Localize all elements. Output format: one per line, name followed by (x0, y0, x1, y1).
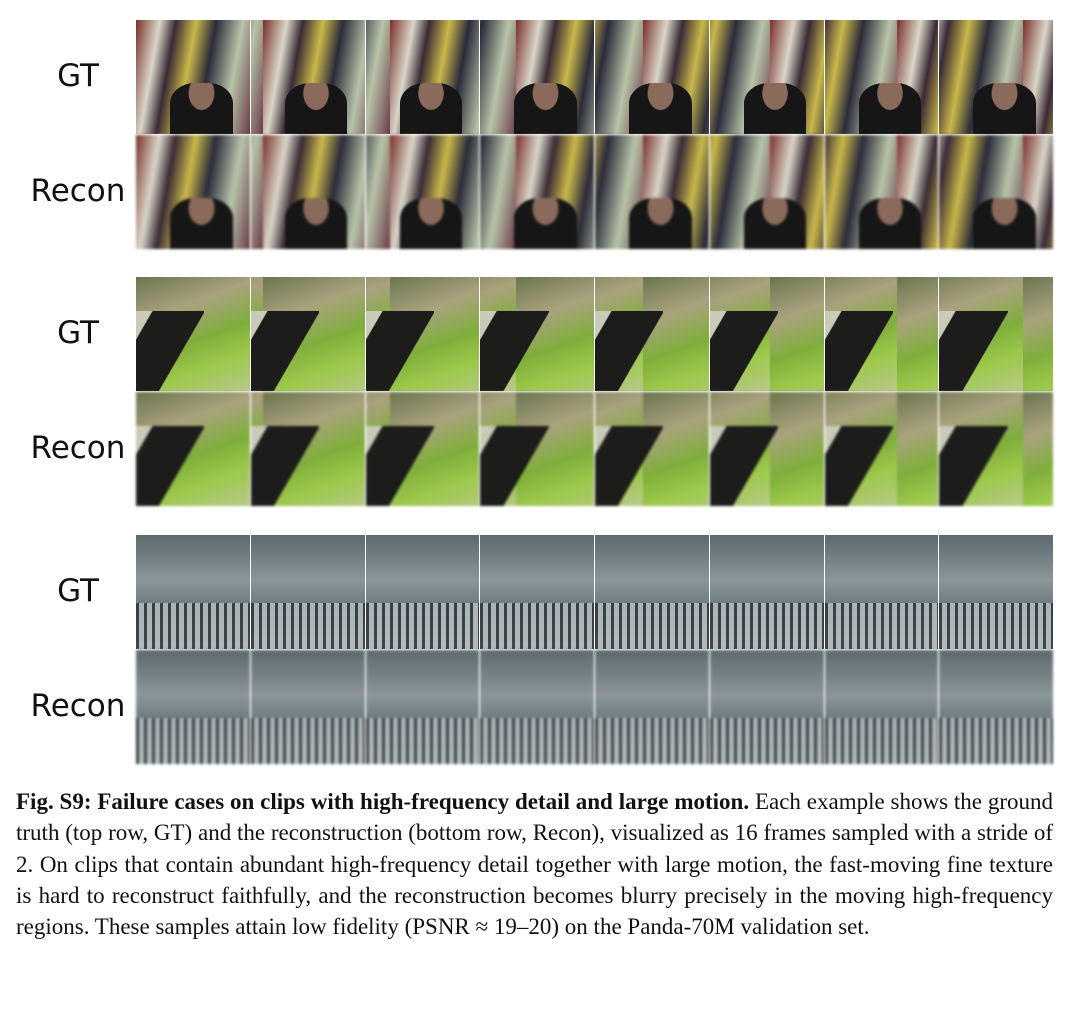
video-frame (480, 535, 594, 649)
row-label: GT (57, 315, 99, 351)
frame-strip (136, 135, 1053, 249)
video-frame (136, 392, 250, 506)
caption: Fig. S9: Failure cases on clips with hig… (16, 786, 1053, 942)
video-frame (365, 650, 480, 764)
video-frame (250, 20, 365, 134)
video-frame (939, 277, 1053, 391)
video-frame (480, 392, 594, 506)
video-frame (365, 535, 480, 649)
video-frame (365, 135, 480, 249)
frame-strip (136, 392, 1053, 506)
video-frame (939, 392, 1053, 506)
video-frame (365, 392, 480, 506)
video-frame (709, 135, 824, 249)
row-label: Recon (30, 688, 126, 724)
caption-title: Failure cases on clips with high-frequen… (97, 789, 750, 814)
row-label: Recon (30, 430, 126, 466)
video-frame (709, 650, 824, 764)
video-frame (939, 135, 1053, 249)
frame-strip (136, 650, 1053, 764)
video-frame (480, 20, 594, 134)
video-frame (136, 20, 250, 134)
video-frame (136, 277, 250, 391)
video-frame (595, 535, 709, 649)
frame-strip (136, 20, 1053, 134)
video-frame (136, 135, 250, 249)
video-frame (480, 650, 594, 764)
video-frame (824, 135, 939, 249)
video-frame (136, 650, 250, 764)
frame-strip (136, 277, 1053, 391)
video-frame (595, 135, 709, 249)
caption-text: Each example shows the ground truth (top… (16, 789, 1054, 940)
row-label: GT (57, 58, 99, 94)
video-frame (824, 535, 939, 649)
video-frame (709, 277, 824, 391)
video-frame (595, 20, 709, 134)
video-frame (595, 277, 709, 391)
video-frame (824, 277, 939, 391)
video-frame (824, 20, 939, 134)
video-frame (709, 20, 824, 134)
video-frame (824, 650, 939, 764)
video-frame (824, 392, 939, 506)
video-frame (480, 135, 594, 249)
video-frame (939, 535, 1053, 649)
row-label: Recon (30, 173, 126, 209)
video-frame (365, 277, 480, 391)
video-frame (250, 135, 365, 249)
video-frame (250, 277, 365, 391)
video-frame (939, 650, 1053, 764)
video-frame (939, 20, 1053, 134)
video-frame (595, 392, 709, 506)
frame-strip (136, 535, 1053, 649)
video-frame (250, 535, 365, 649)
caption-label: Fig. S9: (16, 789, 92, 814)
video-frame (250, 392, 365, 506)
video-frame (709, 392, 824, 506)
video-frame (595, 650, 709, 764)
video-frame (250, 650, 365, 764)
row-label: GT (57, 573, 99, 609)
video-frame (709, 535, 824, 649)
video-frame (480, 277, 594, 391)
video-frame (136, 535, 250, 649)
video-frame (365, 20, 480, 134)
